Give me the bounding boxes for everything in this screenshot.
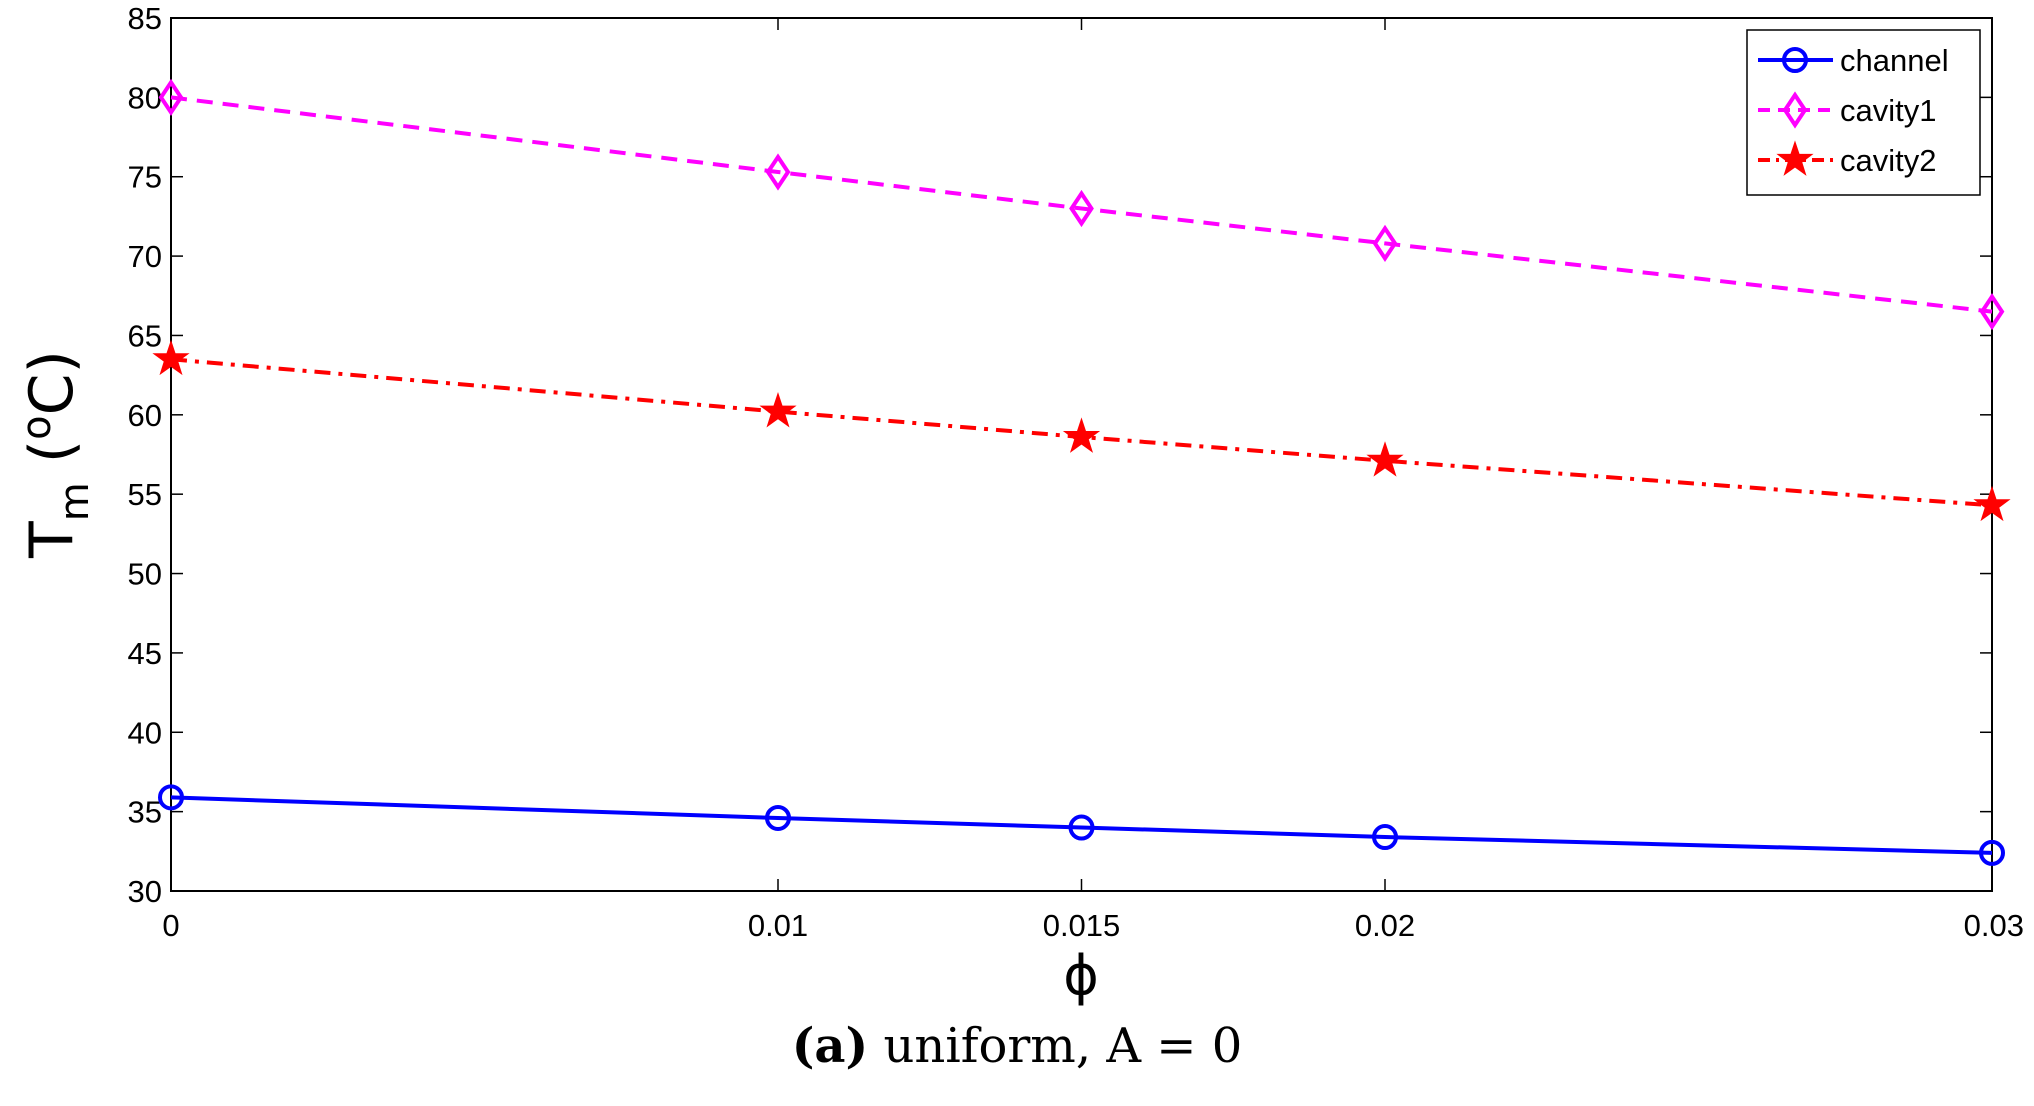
data-point-cavity1 — [1069, 189, 1094, 228]
x-tick-label: 0.02 — [1355, 908, 1415, 943]
x-tick-label: 0 — [162, 908, 179, 943]
y-tick-label: 65 — [128, 318, 162, 353]
legend-marker-cavity2 — [1776, 140, 1814, 176]
data-point-cavity1 — [1979, 293, 2005, 331]
y-axis-title-subscript: m — [52, 482, 98, 521]
y-tick-label: 35 — [128, 795, 162, 830]
data-point-channel — [765, 804, 791, 831]
data-point-cavity2 — [1062, 417, 1101, 453]
y-tick-label: 55 — [128, 477, 162, 512]
caption-text: uniform, A = 0 — [868, 1018, 1243, 1074]
y-tick-label: 30 — [128, 874, 162, 909]
data-point-channel — [1979, 839, 2005, 866]
legend-marker-cavity1 — [1782, 91, 1808, 129]
x-tick-label: 0.01 — [748, 908, 808, 943]
y-tick-label: 40 — [128, 715, 162, 750]
y-axis-title-superscript: o — [14, 415, 60, 439]
legend-label-cavity2: cavity2 — [1840, 143, 1936, 178]
series-line-channel — [170, 795, 1993, 855]
y-axis-title-main: T — [17, 521, 87, 559]
data-point-cavity2 — [1973, 485, 2011, 522]
y-axis-title-unit-open: ( — [17, 440, 87, 482]
legend-label-channel: channel — [1840, 43, 1949, 78]
caption-label: (a) — [791, 1018, 869, 1074]
legend-label-cavity1: cavity1 — [1840, 93, 1936, 128]
series-channel — [158, 784, 2005, 866]
figure-caption: (a) uniform, A = 0 — [0, 1018, 2034, 1074]
y-tick-label: 60 — [128, 398, 162, 433]
y-tick-label: 85 — [128, 1, 162, 36]
legend-marker-channel — [1782, 47, 1808, 73]
data-point-cavity1 — [158, 78, 184, 116]
y-tick-label: 45 — [128, 636, 162, 671]
series-cavity1 — [158, 78, 2005, 331]
data-point-channel — [1068, 814, 1095, 841]
data-point-channel — [1372, 824, 1398, 851]
y-axis-title: Tm (oC) — [14, 350, 98, 559]
x-axis-title: ϕ — [1063, 944, 1099, 1007]
legend: channel cavity1 cavity2 — [1746, 29, 1981, 196]
data-point-cavity1 — [1372, 224, 1398, 262]
data-point-cavity2 — [1366, 441, 1404, 477]
y-tick-label: 75 — [128, 160, 162, 195]
y-tick-label: 80 — [128, 80, 162, 115]
data-point-cavity1 — [765, 153, 791, 191]
x-tick-label: 0.015 — [1043, 908, 1121, 943]
series-line-cavity1 — [170, 95, 1993, 314]
series-layer — [152, 78, 2011, 866]
y-tick-label: 70 — [128, 239, 162, 274]
data-point-channel — [158, 784, 184, 811]
y-axis-title-unit-close: C) — [17, 350, 87, 415]
y-tick-label: 50 — [128, 557, 162, 592]
x-tick-label: 0.03 — [1964, 908, 2024, 943]
data-point-cavity2 — [759, 392, 797, 428]
plot-area — [170, 17, 1993, 892]
y-axis: 30 35 40 45 50 55 60 65 70 75 80 85 — [128, 1, 1992, 909]
x-axis: 0 0.01 0.015 0.02 0.03 — [162, 18, 2024, 943]
series-cavity2 — [152, 339, 2011, 522]
data-point-cavity2 — [152, 339, 190, 376]
